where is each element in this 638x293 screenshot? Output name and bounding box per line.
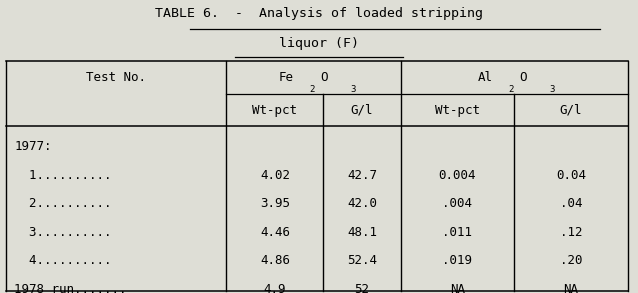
Text: 2: 2: [508, 85, 514, 94]
Text: .004: .004: [442, 197, 472, 210]
Text: 3.95: 3.95: [260, 197, 290, 210]
Text: 0.04: 0.04: [556, 169, 586, 182]
Text: 42.0: 42.0: [347, 197, 377, 210]
Text: Wt-pct: Wt-pct: [434, 104, 480, 117]
Text: NA: NA: [563, 283, 579, 293]
Text: 1977:: 1977:: [14, 140, 52, 153]
Text: 0.004: 0.004: [438, 169, 476, 182]
Text: liquor (F): liquor (F): [279, 37, 359, 50]
Text: Fe: Fe: [278, 71, 293, 84]
Text: Al: Al: [477, 71, 493, 84]
Text: 48.1: 48.1: [347, 226, 377, 239]
Text: 4..........: 4..........: [14, 254, 112, 268]
Text: 52: 52: [355, 283, 369, 293]
Text: O: O: [320, 71, 327, 84]
Text: 4.9: 4.9: [263, 283, 286, 293]
Text: 2: 2: [309, 85, 315, 94]
Text: .019: .019: [442, 254, 472, 268]
Text: 2..........: 2..........: [14, 197, 112, 210]
Text: 3: 3: [549, 85, 555, 94]
Text: .20: .20: [560, 254, 582, 268]
Text: .04: .04: [560, 197, 582, 210]
Text: 4.02: 4.02: [260, 169, 290, 182]
Text: 1978 run.......: 1978 run.......: [14, 283, 126, 293]
Text: Test No.: Test No.: [86, 71, 147, 84]
Text: 3..........: 3..........: [14, 226, 112, 239]
Text: 52.4: 52.4: [347, 254, 377, 268]
Text: Wt-pct: Wt-pct: [253, 104, 297, 117]
Text: TABLE 6.  -  Analysis of loaded stripping: TABLE 6. - Analysis of loaded stripping: [155, 7, 483, 20]
Text: 1..........: 1..........: [14, 169, 112, 182]
Text: 4.46: 4.46: [260, 226, 290, 239]
Text: 42.7: 42.7: [347, 169, 377, 182]
Text: O: O: [519, 71, 526, 84]
Text: 3: 3: [351, 85, 356, 94]
Text: G/l: G/l: [351, 104, 373, 117]
Text: 4.86: 4.86: [260, 254, 290, 268]
Text: .011: .011: [442, 226, 472, 239]
Text: NA: NA: [450, 283, 464, 293]
Text: G/l: G/l: [560, 104, 582, 117]
Text: .12: .12: [560, 226, 582, 239]
